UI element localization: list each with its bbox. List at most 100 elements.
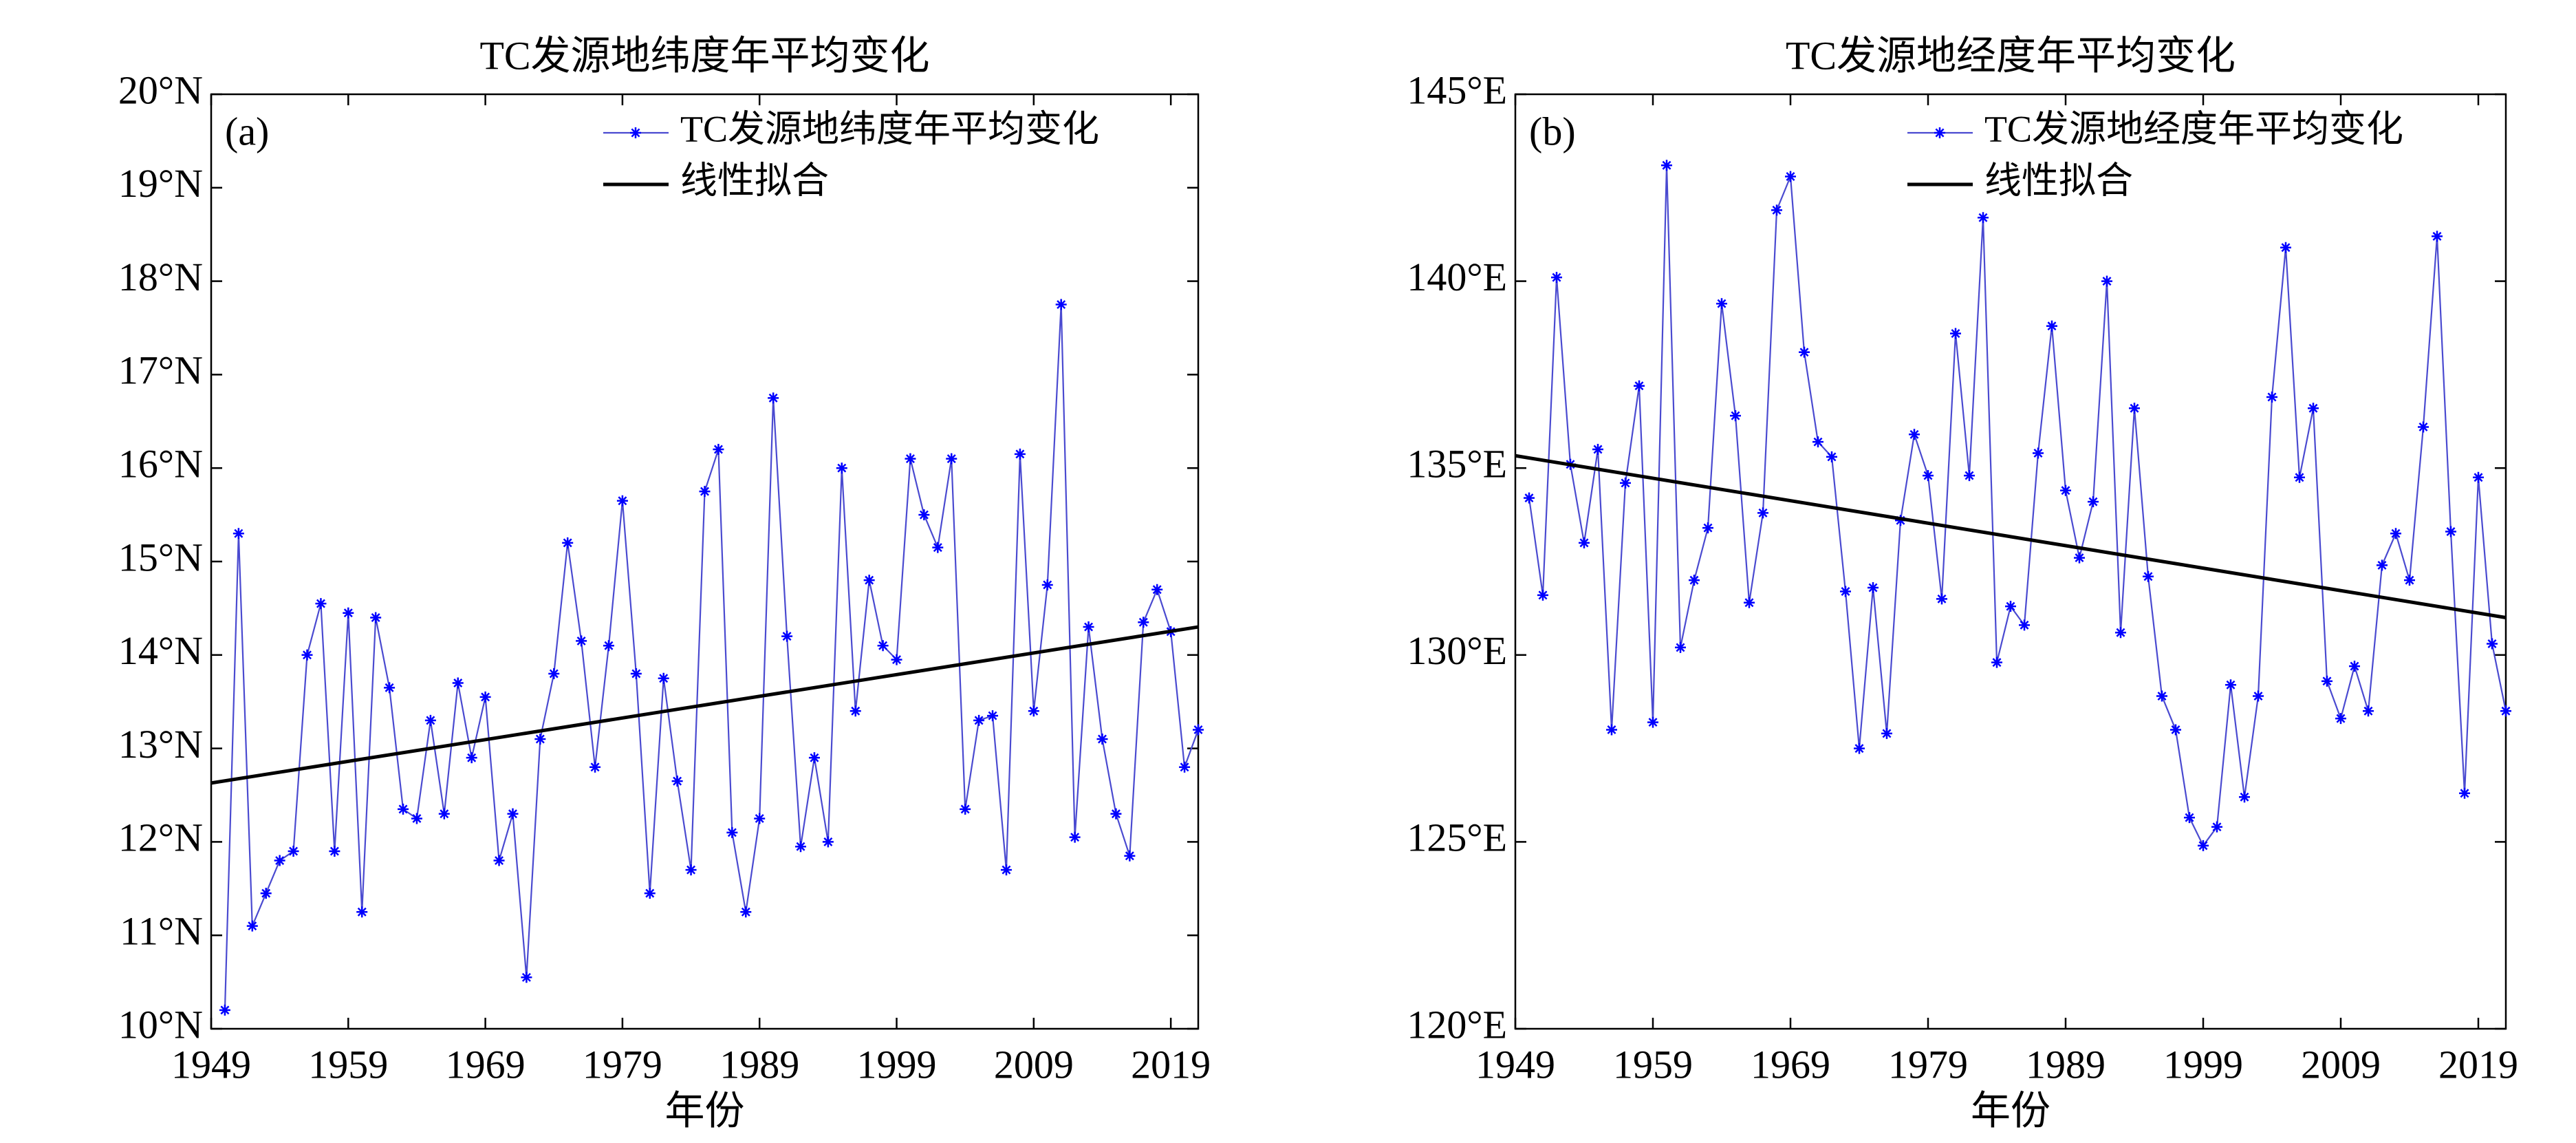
data-marker (2060, 484, 2071, 496)
x-tick-label: 2019 (2438, 1042, 2518, 1087)
data-marker (2005, 601, 2016, 612)
data-marker (740, 906, 752, 918)
legend-label: TC发源地经度年平均变化 (1984, 108, 2403, 149)
x-axis-label: 年份 (1971, 1088, 2050, 1133)
data-marker (644, 888, 656, 899)
legend-label: 线性拟合 (680, 160, 829, 201)
data-marker (1096, 734, 1108, 745)
data-marker (2349, 661, 2360, 672)
data-marker (521, 972, 532, 983)
data-marker (1124, 850, 1136, 862)
data-marker (891, 654, 902, 665)
data-marker (356, 906, 368, 918)
legend-marker (630, 127, 641, 138)
data-marker (1812, 436, 1823, 448)
data-marker (315, 598, 327, 610)
x-axis-label: 年份 (664, 1088, 744, 1133)
data-marker (384, 682, 396, 694)
y-tick-label: 11°N (120, 909, 203, 954)
data-marker (1551, 272, 1562, 284)
fit-line (210, 625, 1199, 785)
x-tick-label: 1949 (1475, 1042, 1555, 1087)
data-marker (2404, 575, 2415, 586)
data-marker (1771, 204, 1782, 216)
data-marker (562, 537, 574, 548)
panel-label: (b) (1529, 109, 1576, 153)
data-marker (630, 667, 642, 679)
x-tick-label: 1959 (308, 1042, 388, 1087)
x-tick-label: 1949 (171, 1042, 251, 1087)
data-marker (1840, 586, 1851, 597)
data-marker (1579, 537, 1590, 548)
legend-marker (1934, 127, 1945, 138)
data-marker (1193, 724, 1204, 736)
data-marker (1702, 522, 1713, 534)
data-marker (658, 672, 669, 684)
data-marker (1799, 346, 1810, 358)
y-tick-label: 16°N (118, 442, 203, 487)
data-marker (2253, 690, 2264, 702)
data-marker (1055, 299, 1067, 310)
data-marker (1537, 589, 1548, 601)
data-marker (2184, 812, 2195, 824)
data-marker (2129, 403, 2140, 414)
data-marker (452, 677, 464, 689)
data-marker (1744, 597, 1755, 608)
x-tick-label: 2009 (2301, 1042, 2381, 1087)
data-marker (2046, 320, 2057, 332)
y-tick-label: 20°N (118, 67, 203, 112)
y-tick-label: 17°N (118, 348, 203, 393)
data-marker (1730, 410, 1741, 422)
data-marker (301, 649, 313, 661)
data-marker (905, 453, 916, 464)
data-marker (1620, 477, 1631, 489)
chart-title: TC发源地经度年平均变化 (1786, 33, 2236, 78)
data-marker (1950, 328, 1961, 339)
data-marker (2225, 679, 2236, 691)
x-tick-label: 2019 (1131, 1042, 1211, 1087)
data-marker (329, 845, 340, 857)
data-marker (1524, 492, 1535, 504)
plot-frame (1514, 93, 2507, 1030)
y-tick-label: 10°N (118, 1002, 203, 1047)
x-tick-label: 1989 (719, 1042, 799, 1087)
data-marker (548, 667, 560, 679)
data-marker (960, 803, 971, 815)
data-marker (1689, 575, 1700, 586)
data-marker (877, 640, 889, 652)
x-tick-label: 1999 (857, 1042, 937, 1087)
data-marker (2418, 421, 2429, 433)
data-marker (1592, 444, 1603, 456)
data-marker (534, 734, 546, 745)
x-tick-label: 1969 (446, 1042, 526, 1087)
x-tick-label: 1999 (2163, 1042, 2243, 1087)
data-marker (1757, 507, 1768, 519)
data-marker (1179, 761, 1191, 773)
data-marker (1014, 448, 1026, 460)
data-marker (1978, 212, 1989, 224)
data-marker (1000, 864, 1012, 876)
x-tick-label: 1979 (583, 1042, 662, 1087)
panel-label: (a) (225, 109, 269, 153)
plot-frame (210, 93, 1200, 1030)
data-marker (1634, 380, 1645, 392)
data-marker (2445, 526, 2456, 537)
data-marker (699, 486, 711, 498)
data-marker (795, 841, 807, 853)
y-tick-label: 12°N (118, 815, 203, 860)
data-marker (2088, 496, 2099, 508)
data-marker (946, 453, 957, 464)
y-tick-label: 15°N (118, 535, 203, 579)
y-tick-label: 14°N (118, 628, 203, 673)
data-marker (1826, 451, 1837, 462)
data-marker (849, 705, 861, 717)
data-marker (973, 714, 985, 726)
data-marker (2294, 471, 2305, 483)
data-marker (479, 691, 491, 703)
y-tick-label: 125°E (1407, 815, 1507, 860)
data-marker (2033, 447, 2044, 459)
data-marker (288, 845, 299, 857)
data-marker (2115, 627, 2126, 639)
data-marker (2308, 403, 2319, 414)
data-marker (1785, 171, 1796, 182)
